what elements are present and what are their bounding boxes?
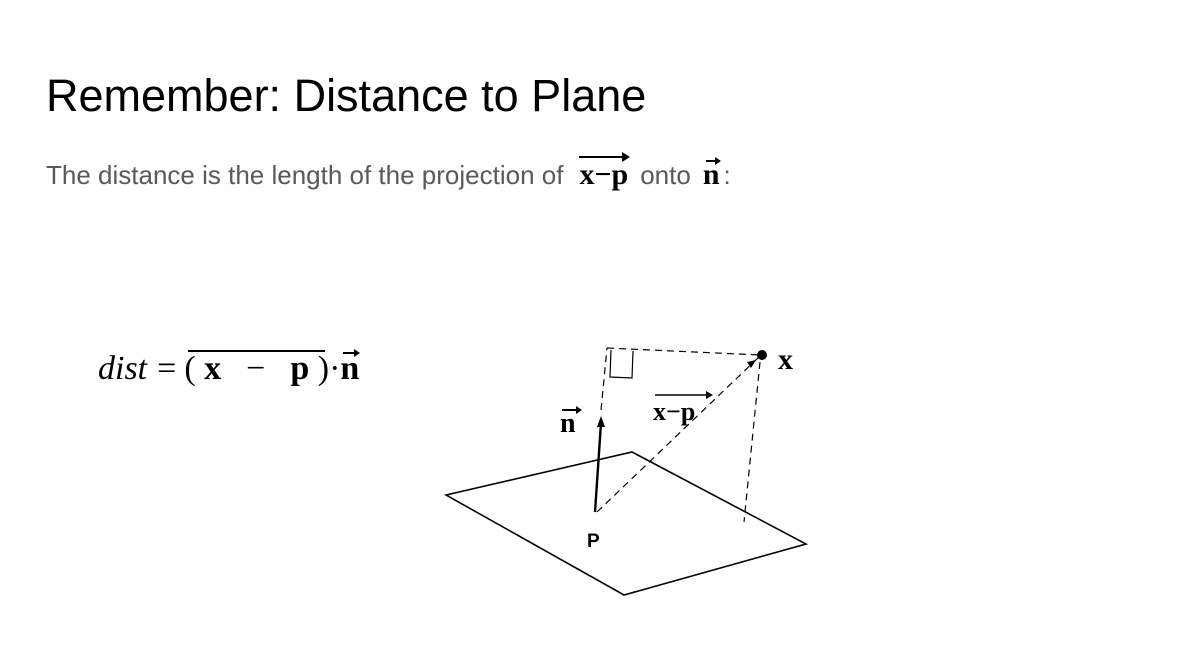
vector-arrow-icon [579, 152, 630, 162]
vector-label: x−p [653, 397, 695, 426]
formula-minus: − [246, 350, 266, 387]
formula-overline [188, 350, 326, 352]
subtitle-line: The distance is the length of the projec… [46, 152, 731, 192]
distance-formula: dist = ( x − p ) · n [98, 349, 361, 388]
point-x-label: x [778, 343, 793, 376]
plane-shape [443, 451, 809, 596]
formula-vector-group: ( x − p ) [184, 350, 329, 388]
x-minus-p-arrowhead-icon [747, 360, 756, 368]
point-p-label: P [587, 531, 600, 552]
formula-dot: · [329, 350, 341, 387]
formula-x: x [204, 350, 222, 387]
formula-normal-vector: n [340, 349, 361, 387]
normal-arrow-icon [705, 157, 721, 165]
projection-dashed-line [606, 347, 761, 356]
slide-title: Remember: Distance to Plane [46, 70, 647, 121]
subtitle-suffix: : [723, 160, 731, 190]
formula-p: p [290, 350, 310, 387]
normal-extension-dashed-line [600, 347, 608, 411]
normal-arrowhead-icon [597, 416, 605, 427]
normal-label-arrowhead-icon [576, 406, 582, 414]
subtitle-vector-x-minus-p: x−p [579, 152, 630, 191]
formula-lhs: dist [98, 350, 148, 387]
x-minus-p-dashed-line [596, 355, 761, 513]
formula-close-paren: ) [317, 350, 330, 387]
drop-dashed-line [743, 361, 761, 523]
vector-label-arrowhead-icon [706, 391, 713, 399]
normal-label: n [560, 408, 576, 439]
subtitle-middle: onto [640, 160, 691, 190]
subtitle-prefix: The distance is the length of the projec… [46, 160, 564, 190]
point-x-dot [757, 350, 767, 360]
subtitle-normal-vector: n [702, 157, 721, 191]
formula-open-paren: ( [184, 350, 196, 387]
normal-arrow-icon [343, 349, 361, 357]
right-angle-marker [609, 349, 634, 379]
formula-equals: = [157, 350, 177, 387]
normal-vector-line [593, 422, 603, 513]
